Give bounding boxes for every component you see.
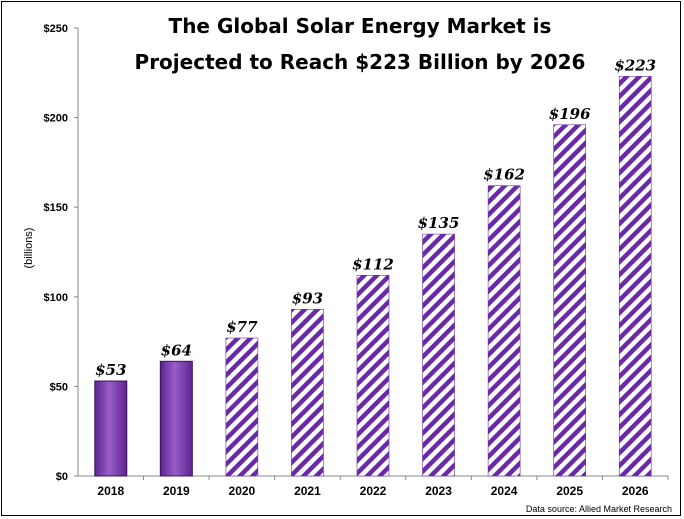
bar-2025 [553, 124, 586, 477]
x-tick-label: 2023 [425, 484, 452, 498]
data-label: $53 [95, 361, 126, 379]
x-tick-label: 2025 [556, 484, 583, 498]
x-tick-label: 2024 [491, 484, 518, 498]
chart-title-line-1: The Global Solar Energy Market is [168, 14, 552, 38]
bar-2026 [618, 76, 652, 477]
data-label: $112 [352, 255, 394, 273]
data-label: $162 [483, 166, 525, 184]
data-label: $223 [614, 56, 656, 74]
x-tick-label: 2022 [360, 484, 387, 498]
y-tick-label: $50 [50, 381, 68, 393]
bar-2024 [487, 185, 521, 477]
bars [94, 76, 652, 477]
bar-2021 [291, 309, 324, 477]
data-label: $77 [226, 318, 258, 336]
y-tick-label: $100 [44, 292, 68, 304]
bar-2022 [356, 274, 390, 477]
source-note: Data source: Allied Market Research [525, 504, 672, 514]
data-labels: 2018 $53 2019 $64 2020 $77 2021 $93 2022 $112 2023… [95, 56, 656, 498]
bar-2018 [94, 380, 128, 477]
data-label: $93 [292, 289, 323, 307]
chart-title-line-2: Projected to Reach $223 Billion by 2026 [134, 50, 586, 74]
y-tick-label: $200 [44, 113, 68, 125]
x-tick-label: 2026 [622, 484, 649, 498]
bar-2023 [422, 233, 455, 477]
data-label: $196 [549, 105, 591, 123]
data-label: $135 [418, 214, 460, 232]
bar-2019 [159, 360, 193, 477]
y-tick-label: $250 [44, 23, 68, 35]
x-tick-label: 2020 [229, 484, 256, 498]
x-tick-label: 2021 [294, 484, 321, 498]
x-tick-label: 2018 [97, 484, 124, 498]
y-tick-label: $150 [44, 202, 68, 214]
y-tick-label: $0 [56, 471, 68, 483]
bar-2020 [225, 337, 259, 477]
data-label: $64 [161, 341, 192, 359]
chart-title: The Global Solar Energy Market is Projec… [120, 8, 600, 80]
x-tick-label: 2019 [163, 484, 190, 498]
